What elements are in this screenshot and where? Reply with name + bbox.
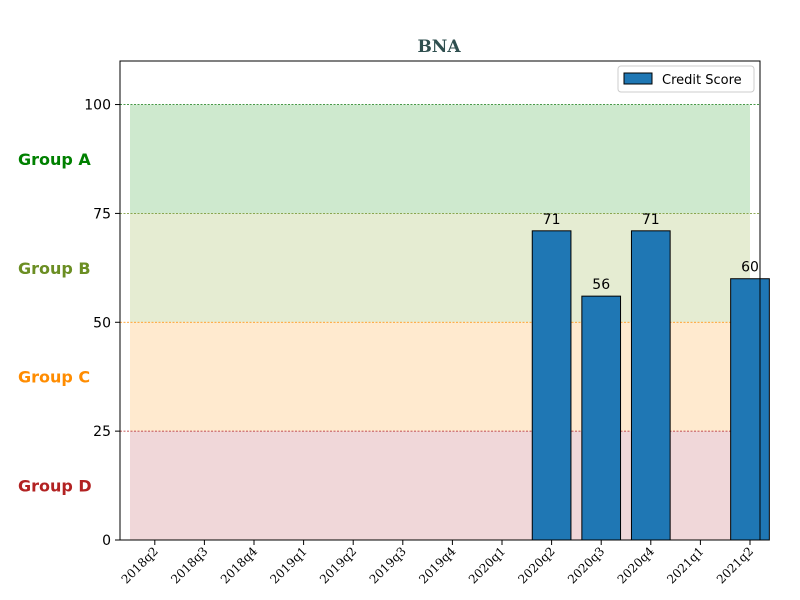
band-label-group-d: Group D xyxy=(18,477,92,496)
y-tick-label-0: 0 xyxy=(102,533,111,549)
chart-title: BNA xyxy=(417,37,461,57)
y-tick-label-50: 50 xyxy=(93,315,111,331)
x-tick-label-2018q3: 2018q3 xyxy=(168,544,210,586)
band-group-a xyxy=(130,104,750,214)
x-tick-label-2020q3: 2020q3 xyxy=(565,544,607,586)
x-tick-label-2019q2: 2019q2 xyxy=(317,544,359,586)
bar-2020q4 xyxy=(630,230,671,541)
bar-2020q2 xyxy=(531,230,572,541)
legend: Credit Score xyxy=(617,65,755,93)
x-tick-label-2021q1: 2021q1 xyxy=(664,544,706,586)
y-tick-label-100: 100 xyxy=(84,98,111,114)
x-tick-label-2020q1: 2020q1 xyxy=(466,544,508,586)
x-tick-label-2020q2: 2020q2 xyxy=(515,544,557,586)
bar-value-label-2021q2: 60 xyxy=(741,260,759,276)
bar-2020q3 xyxy=(581,295,622,541)
x-tick-label-2020q4: 2020q4 xyxy=(615,544,658,587)
bar-2021q2 xyxy=(730,278,770,541)
x-tick-label-2018q4: 2018q4 xyxy=(218,544,261,587)
band-label-group-b: Group B xyxy=(18,259,91,278)
x-tick-label-2019q4: 2019q4 xyxy=(416,544,459,587)
legend-swatch xyxy=(623,72,653,85)
bar-value-label-2020q4: 71 xyxy=(642,212,660,228)
x-tick-label-2018q2: 2018q2 xyxy=(119,544,161,586)
x-tick-label-2021q2: 2021q2 xyxy=(714,544,756,586)
bar-value-label-2020q3: 56 xyxy=(592,277,610,293)
band-label-group-a: Group A xyxy=(18,150,91,169)
bar-value-label-2020q2: 71 xyxy=(543,212,561,228)
y-tick-label-25: 25 xyxy=(93,424,111,440)
x-tick-label-2019q1: 2019q1 xyxy=(267,544,309,586)
x-tick-label-2019q3: 2019q3 xyxy=(367,544,409,586)
band-label-group-c: Group C xyxy=(18,368,90,387)
plot-frame xyxy=(119,60,761,541)
legend-label: Credit Score xyxy=(662,73,742,88)
y-tick-label-75: 75 xyxy=(93,206,111,222)
